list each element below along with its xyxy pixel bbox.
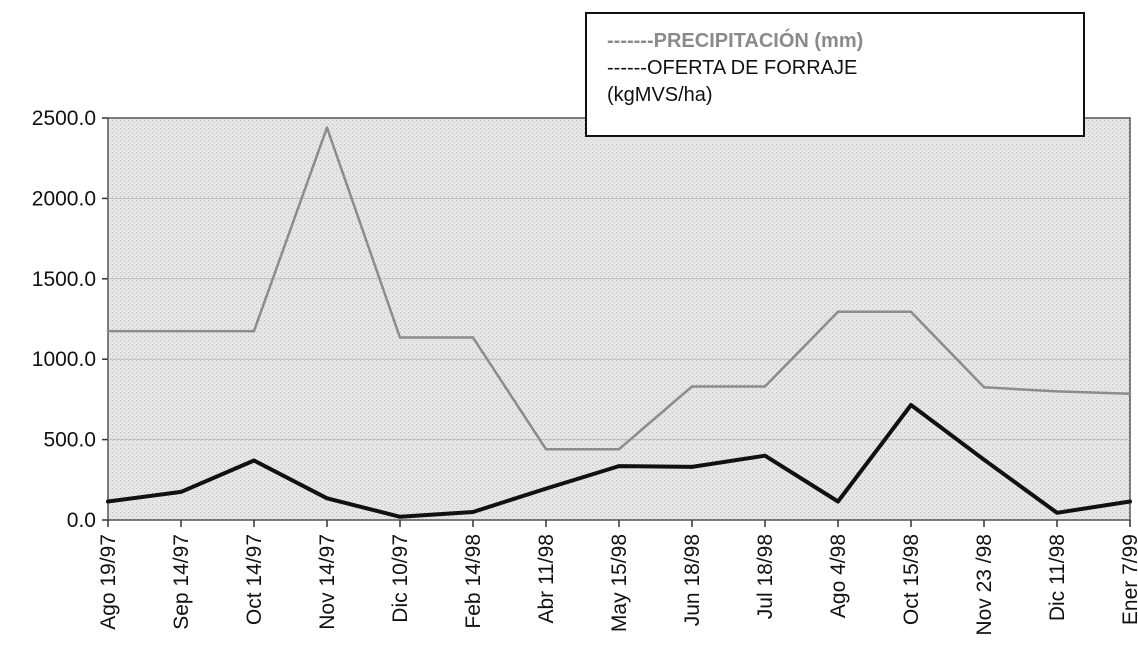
precipitation-point [836,310,840,313]
forage-point [763,453,767,458]
forage-point [252,458,256,463]
y-tick-label: 2000.0 [32,187,96,210]
x-tick-label: Ago 4/98 [827,534,850,618]
forage-point [617,464,621,468]
x-tick-label: Sep 14/97 [170,534,193,630]
y-tick-label: 1000.0 [32,348,96,371]
plot-area [107,117,1131,521]
x-tick-label: May 15/98 [608,534,631,632]
y-tick-label: 2500.0 [32,107,96,130]
precipitation-point [617,448,621,451]
forage-point [836,499,840,504]
legend: -------PRECIPITACIÓN (mm) ------OFERTA D… [585,12,1085,137]
precipitation-point [106,329,110,333]
x-tick-label: Oct 15/98 [900,534,923,625]
x-axis: Ago 19/97 Sep 14/97 Oct 14/97 Nov 14/97 Dic … [97,520,1138,636]
x-tick-label: Dic 11/98 [1046,534,1069,621]
x-tick-label: Nov 23 /98 [973,534,996,636]
forage-point [909,403,913,407]
forage-point [982,457,986,462]
y-axis: 0.0 500.0 1000.0 1500.0 2000.0 2500.0 [32,107,108,532]
precipitation-point [398,336,402,339]
forage-point [1055,510,1059,515]
legend-forage-label: ------OFERTA DE FORRAJE [607,57,858,79]
precipitation-point [325,126,329,129]
precipitation-point [179,329,183,333]
x-tick-label: Feb 14/98 [462,534,485,629]
precipitation-point [982,386,986,389]
x-tick-label: Oct 14/97 [243,534,266,625]
x-tick-label: Nov 14/97 [316,534,339,630]
legend-forage-unit: (kgMVS/ha) [607,84,713,106]
forage-point [398,514,402,519]
x-tick-label: Jun 18/98 [681,534,704,626]
series-layer [106,126,1132,519]
y-tick-label: 1500.0 [32,268,96,291]
precipitation-point [909,310,913,313]
precipitation-point [252,329,256,333]
precipitation-point [1128,392,1132,395]
precipitation-point [1055,390,1059,393]
forage-point [690,465,694,469]
legend-precipitation-label: -------PRECIPITACIÓN (mm) [607,30,864,52]
x-tick-label: Dic 10/97 [389,534,412,623]
precipitation-point [763,385,767,388]
forage-point [1128,499,1132,504]
x-tick-label: Ener 7/99 [1119,534,1138,625]
y-tick-label: 500.0 [43,429,96,452]
precipitation-point [471,336,475,339]
forage-point [544,486,548,491]
precipitation-point [690,385,694,388]
x-tick-label: Jul 18/98 [754,534,777,619]
x-tick-label: Ago 19/97 [97,534,120,630]
forage-point [325,496,329,501]
x-tick-label: Abr 11/98 [535,534,558,624]
y-tick-label: 0.0 [67,509,96,532]
precipitation-point [544,448,548,451]
forage-point [471,510,475,514]
forage-point [106,499,110,504]
forage-point [179,490,183,494]
